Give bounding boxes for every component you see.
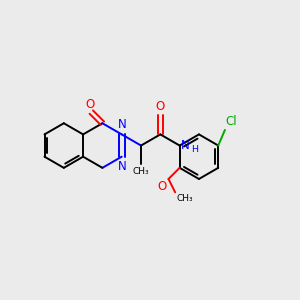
Text: O: O (158, 181, 167, 194)
Text: O: O (156, 100, 165, 113)
Text: CH₃: CH₃ (177, 194, 193, 203)
Text: N: N (181, 139, 190, 152)
Text: Cl: Cl (226, 116, 237, 128)
Text: O: O (85, 98, 94, 111)
Text: H: H (191, 145, 199, 154)
Text: N: N (118, 160, 127, 173)
Text: N: N (118, 118, 127, 131)
Text: CH₃: CH₃ (133, 167, 149, 176)
